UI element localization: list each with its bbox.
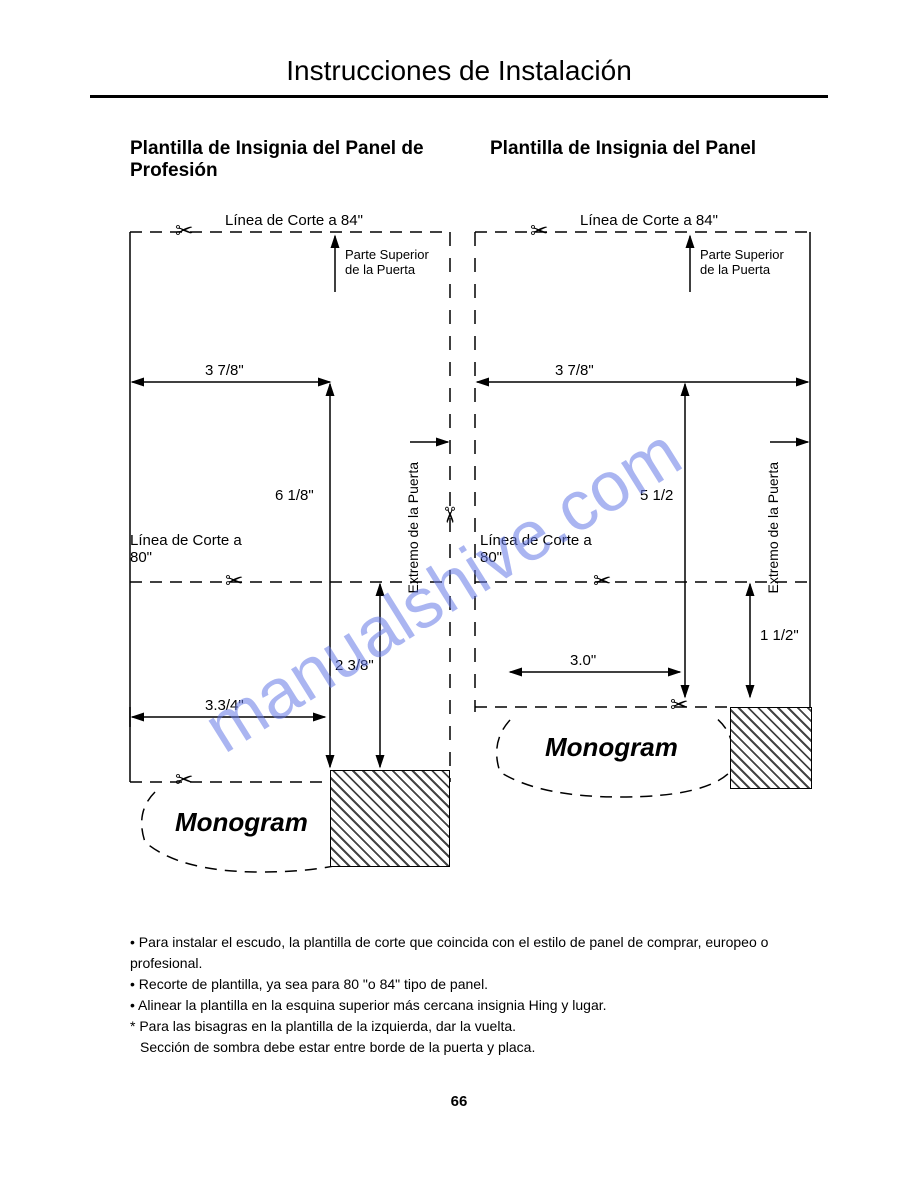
door-end-left: Extremo de la Puerta <box>405 462 421 594</box>
scissors-icon: ✂ <box>175 767 193 793</box>
note-line: • Alinear la plantilla en la esquina sup… <box>130 995 808 1016</box>
subtitle-right: Plantilla de Insignia del Panel <box>490 138 756 182</box>
dim-378-left: 3 7/8" <box>205 362 244 379</box>
scissors-icon: ✂ <box>670 692 688 718</box>
cut-80-left: Línea de Corte a 80" <box>130 532 260 566</box>
dim-238: 2 3/8" <box>335 657 374 674</box>
scissors-icon: ✂ <box>530 218 548 244</box>
subtitles-row: Plantilla de Insignia del Panel de Profe… <box>130 138 818 182</box>
note-line: • Para instalar el escudo, la plantilla … <box>130 932 808 974</box>
page-number: 66 <box>0 1093 918 1110</box>
diagram-area: ✂ ✂ ✂ ✂ ✂ ✂ ✂ Línea de Corte a 84" Parte… <box>110 212 828 892</box>
hatched-box-left <box>330 770 450 867</box>
dim-512: 5 1/2 <box>640 487 673 504</box>
cut-80-right: Línea de Corte a 80" <box>480 532 610 566</box>
dim-334: 3.3/4" <box>205 697 244 714</box>
dim-378-right: 3 7/8" <box>555 362 594 379</box>
dim-30: 3.0" <box>570 652 596 669</box>
note-line: • Recorte de plantilla, ya sea para 80 "… <box>130 974 808 995</box>
scissors-icon: ✂ <box>436 506 462 524</box>
monogram-right: Monogram <box>545 732 678 763</box>
monogram-left: Monogram <box>175 807 308 838</box>
dim-618: 6 1/8" <box>275 487 314 504</box>
door-end-right: Extremo de la Puerta <box>765 462 781 594</box>
note-line: * Para las bisagras en la plantilla de l… <box>130 1016 808 1037</box>
note-line: Sección de sombra debe estar entre borde… <box>140 1037 808 1058</box>
notes-block: • Para instalar el escudo, la plantilla … <box>130 932 808 1058</box>
page-title: Instrucciones de Instalación <box>90 0 828 98</box>
scissors-icon: ✂ <box>225 568 243 594</box>
cut-84-label-right: Línea de Corte a 84" <box>580 212 718 229</box>
door-top-left: Parte Superior de la Puerta <box>345 247 445 277</box>
hatched-box-right <box>730 707 812 789</box>
subtitle-left: Plantilla de Insignia del Panel de Profe… <box>130 138 470 182</box>
door-top-right: Parte Superior de la Puerta <box>700 247 800 277</box>
scissors-icon: ✂ <box>593 568 611 594</box>
scissors-icon: ✂ <box>175 218 193 244</box>
cut-84-label-left: Línea de Corte a 84" <box>225 212 363 229</box>
dim-112: 1 1/2" <box>760 627 799 644</box>
